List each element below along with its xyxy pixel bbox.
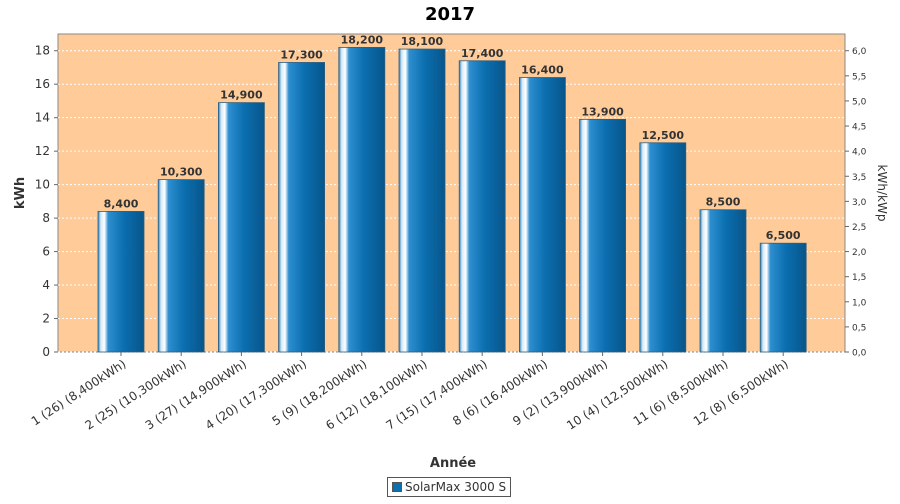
data-label: 18,200 [341, 33, 384, 46]
legend-swatch [392, 482, 402, 492]
data-label: 13,900 [581, 105, 624, 118]
y-tick-label: 0 [42, 345, 50, 359]
chart-title: 2017 [425, 4, 475, 25]
legend: SolarMax 3000 S [387, 477, 512, 497]
y2-tick-label: 4,0 [852, 148, 867, 158]
y2-tick-label: 3,0 [852, 198, 867, 208]
y-tick-label: 14 [35, 111, 50, 125]
bar [398, 48, 446, 353]
data-label: 17,300 [280, 48, 323, 61]
y2-tick-label: 3,5 [852, 173, 866, 183]
y2-tick-label: 0,5 [852, 323, 866, 333]
data-label: 18,100 [401, 35, 444, 48]
y-tick-label: 10 [35, 178, 50, 192]
y-tick-label: 18 [35, 44, 50, 58]
x-tick-label: 10 (4) (12,500kWh) [564, 357, 670, 433]
data-label: 17,400 [461, 47, 504, 60]
bar [519, 77, 566, 353]
bar [579, 118, 626, 353]
data-label: 12,500 [642, 129, 685, 142]
y-tick-label: 16 [35, 77, 50, 91]
y-tick-label: 12 [35, 144, 50, 158]
y2-tick-label: 4,5 [852, 123, 866, 133]
bar [639, 142, 687, 353]
bar [759, 242, 807, 353]
x-axis: 1 (26) (8,400kWh)2 (25) (10,300kWh)3 (27… [29, 352, 791, 433]
y2-tick-label: 2,5 [852, 223, 866, 233]
y2-tick-label: 5,0 [852, 97, 867, 107]
y2-tick-label: 6,0 [852, 47, 867, 57]
y-tick-label: 8 [42, 211, 50, 225]
y2-tick-label: 5,5 [852, 72, 866, 82]
x-tick-label: 7 (15) (17,400kWh) [384, 357, 490, 433]
bar [458, 60, 506, 353]
data-label: 8,500 [706, 196, 741, 209]
x-axis-label: Année [430, 456, 476, 471]
y2-tick-label: 1,0 [852, 298, 867, 308]
x-tick-label: 2 (25) (10,300kWh) [83, 357, 189, 433]
bar [338, 46, 386, 353]
x-tick-label: 4 (20) (17,300kWh) [203, 357, 309, 433]
y-axis: 0 2 4 6 8 10 12 14 16 18 [35, 44, 58, 359]
data-labels: 8,400 10,300 14,900 17,300 18,200 18,100 17,40… [104, 33, 801, 242]
y2-axis: 0,0 0,5 1,0 1,5 2,0 2,5 3,0 3,5 4,0 4,5 5,0 5,5 6,0 [845, 47, 867, 359]
data-label: 10,300 [160, 166, 203, 179]
bar [699, 209, 747, 353]
y2-tick-label: 1,5 [852, 273, 866, 283]
y-tick-label: 2 [42, 312, 50, 326]
x-tick-label: 3 (27) (14,900kWh) [143, 357, 249, 433]
gridlines [58, 50, 845, 353]
y-tick-label: 4 [42, 278, 50, 292]
y-tick-label: 6 [42, 245, 50, 259]
bar [97, 211, 145, 353]
data-label: 8,400 [104, 197, 139, 210]
bar [157, 179, 205, 353]
y2-tick-label: 2,0 [852, 248, 867, 258]
legend-label: SolarMax 3000 S [405, 480, 507, 494]
x-tick-label: 6 (12) (18,100kWh) [323, 357, 429, 433]
bars [97, 46, 807, 353]
y2-axis-label: kWh/kWp [875, 165, 889, 222]
data-label: 14,900 [220, 89, 263, 102]
y-axis-label: kWh [13, 177, 28, 209]
bar [217, 102, 265, 353]
data-label: 6,500 [766, 229, 801, 242]
data-label: 16,400 [521, 64, 564, 77]
y2-tick-label: 0,0 [852, 349, 867, 359]
bar [278, 62, 326, 353]
x-tick-label: 1 (26) (8,400kWh) [29, 357, 129, 429]
